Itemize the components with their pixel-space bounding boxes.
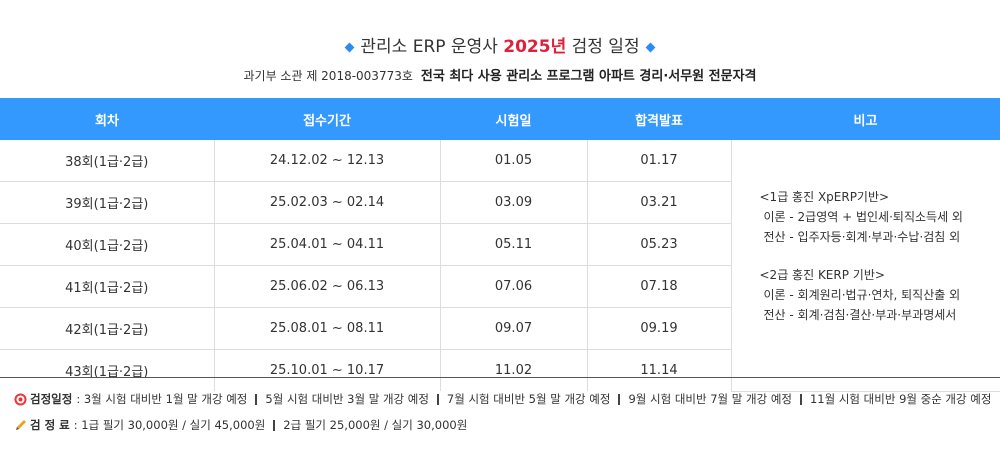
- cell: 43회(1급·2급): [0, 349, 215, 391]
- cell: 11.02: [440, 349, 588, 391]
- table-row: 43회(1급·2급) 25.10.01 ~ 10.17 11.02 11.14: [0, 349, 1000, 391]
- divider: [0, 377, 1000, 378]
- schedule-line: 검정일정: 3월 시험 대비반 1월 말 개강 예정 5월 시험 대비반 3월 말…: [14, 391, 999, 407]
- column-header: 비고: [731, 98, 1000, 140]
- schedule-item: 3월 시험 대비반 1월 말 개강 예정: [83, 392, 248, 406]
- cell: 24.12.02 ~ 12.13: [214, 140, 441, 182]
- fee-item: 1급 필기 30,000원 / 실기 45,000원: [81, 418, 266, 432]
- registration: 과기부 소관 제 2018-003773호: [243, 69, 413, 83]
- cell: 09.19: [587, 307, 732, 350]
- title-year: 2025년: [503, 37, 567, 57]
- table-row: 38회(1급·2급) 24.12.02 ~ 12.13 01.05 01.17 <1급 …: [0, 140, 1000, 392]
- fee-item: 2급 필기 25,000원 / 실기 30,000원: [273, 419, 475, 431]
- cell: 07.18: [587, 265, 732, 308]
- cell: 11.14: [587, 349, 732, 391]
- column-header: 합격발표: [587, 98, 731, 140]
- subtitle: 과기부 소관 제 2018-003773호 전국 최다 사용 관리소 프로그램 아…: [0, 65, 1000, 84]
- cell: 07.06: [440, 265, 588, 308]
- cell: 01.05: [440, 140, 588, 182]
- column-header: 시험일: [440, 98, 587, 140]
- pencil-icon: [16, 420, 26, 430]
- cell: 25.02.03 ~ 02.14: [214, 181, 441, 224]
- cell: 25.06.02 ~ 06.13: [214, 265, 441, 308]
- note-line: 전산 - 회계·검침·결산·부과·부과명세서: [763, 308, 957, 323]
- cell: 03.21: [587, 181, 732, 224]
- title-text: 관리소 ERP 운영사: [360, 37, 498, 57]
- table-row: 40회(1급·2급) 25.04.01 ~ 04.11 05.11 05.23: [0, 223, 1000, 266]
- cell: 25.08.01 ~ 08.11: [214, 307, 441, 350]
- table-row: 42회(1급·2급) 25.08.01 ~ 08.11 09.07 09.19: [0, 307, 1000, 350]
- cell: 39회(1급·2급): [0, 181, 215, 224]
- tagline: 전국 최다 사용 관리소 프로그램 아파트 경리·서무원 전문자격: [420, 69, 757, 84]
- cell: 05.11: [440, 223, 588, 266]
- fee-line: 검 정 료: 1급 필기 30,000원 / 실기 45,000원 2급 필기 2…: [14, 417, 475, 433]
- schedule-label: 검정일정: [30, 392, 73, 406]
- fee-label: 검 정 료: [30, 418, 70, 432]
- note-line: 이론 - 회계원리·법규·연차, 퇴직산출 외: [763, 288, 961, 303]
- schedule-table: 회차 접수기간 시험일 합격발표 비고 38회(1급·2급) 24.12.02 ~ 12.…: [0, 98, 1000, 392]
- cell: 25.10.01 ~ 10.17: [214, 349, 441, 391]
- cell: 41회(1급·2급): [0, 265, 215, 308]
- note-line: 전산 - 입주자등·회계·부과·수납·검침 외: [763, 230, 961, 245]
- cell: 25.04.01 ~ 04.11: [214, 223, 441, 266]
- title: 관리소 ERP 운영사 2025년 검정 일정: [0, 32, 1000, 57]
- cell: 09.07: [440, 307, 588, 350]
- cell: 40회(1급·2급): [0, 223, 215, 266]
- note-line: <2급 홍진 KERP 기반>: [759, 268, 885, 283]
- schedule-item: 11월 시험 대비반 9월 중순 개강 예정: [799, 393, 999, 405]
- note-line: 이론 - 2급영역 + 법인세·퇴직소득세 외: [763, 210, 963, 225]
- column-header: 회차: [0, 98, 214, 140]
- target-icon: [14, 393, 27, 406]
- cell: 05.23: [587, 223, 732, 266]
- note-line: <1급 홍진 XpERP기반>: [759, 190, 890, 205]
- cell: 03.09: [440, 181, 588, 224]
- schedule-item: 9월 시험 대비반 7월 말 개강 예정: [618, 393, 800, 405]
- schedule-item: 5월 시험 대비반 3월 말 개강 예정: [255, 393, 437, 405]
- cell: 42회(1급·2급): [0, 307, 215, 350]
- column-header: 접수기간: [214, 98, 440, 140]
- schedule-item: 7월 시험 대비반 5월 말 개강 예정: [436, 393, 619, 405]
- cell: 01.17: [587, 140, 732, 182]
- title-text: 검정 일정: [571, 37, 640, 57]
- table-body: 38회(1급·2급) 24.12.02 ~ 12.13 01.05 01.17 <1급 …: [0, 140, 1000, 392]
- cell: 38회(1급·2급): [0, 140, 215, 182]
- table-row: 39회(1급·2급) 25.02.03 ~ 02.14 03.09 03.21: [0, 181, 1000, 224]
- table-row: 41회(1급·2급) 25.06.02 ~ 06.13 07.06 07.18: [0, 265, 1000, 308]
- header-row: 회차 접수기간 시험일 합격발표 비고: [0, 98, 1000, 140]
